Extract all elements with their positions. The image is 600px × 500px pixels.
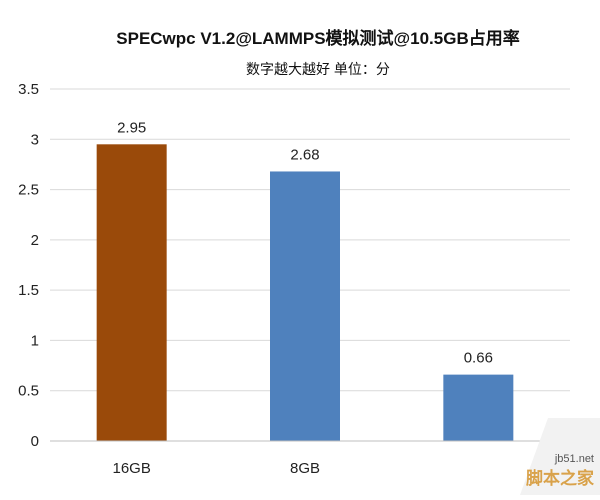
chart-title: SPECwpc V1.2@LAMMPS模拟测试@10.5GB占用率 xyxy=(116,28,519,48)
bar xyxy=(443,374,514,441)
y-tick-label: 2.5 xyxy=(18,182,39,199)
y-tick-label: 3.5 xyxy=(18,81,39,98)
data-label: 0.66 xyxy=(464,350,493,367)
y-tick-label: 0 xyxy=(31,433,39,450)
x-category-label: 8GB xyxy=(290,460,320,477)
y-axis-ticks: 0 0.5 1 1.5 2 2.5 3 3.5 xyxy=(18,81,39,450)
y-tick-label: 1.5 xyxy=(18,282,39,299)
x-category-label: 16GB xyxy=(112,460,150,477)
watermark-site: jb51.net xyxy=(554,453,594,465)
bar xyxy=(270,171,340,441)
watermark-corner xyxy=(520,418,600,495)
bars xyxy=(96,144,514,442)
y-tick-label: 1 xyxy=(31,332,39,349)
data-label: 2.68 xyxy=(290,146,319,163)
x-axis-categories: 16GB 8GB xyxy=(112,460,320,477)
watermark-name: 脚本之家 xyxy=(526,468,594,488)
y-tick-label: 3 xyxy=(31,131,39,148)
y-tick-label: 2 xyxy=(31,232,39,249)
y-tick-label: 0.5 xyxy=(18,383,39,400)
data-label: 2.95 xyxy=(117,119,146,136)
chart-subtitle: 数字越大越好 单位：分 xyxy=(246,61,390,77)
watermark: jb51.net 脚本之家 xyxy=(520,418,600,495)
data-labels: 2.95 2.68 0.66 xyxy=(117,119,493,366)
bar xyxy=(96,144,167,442)
